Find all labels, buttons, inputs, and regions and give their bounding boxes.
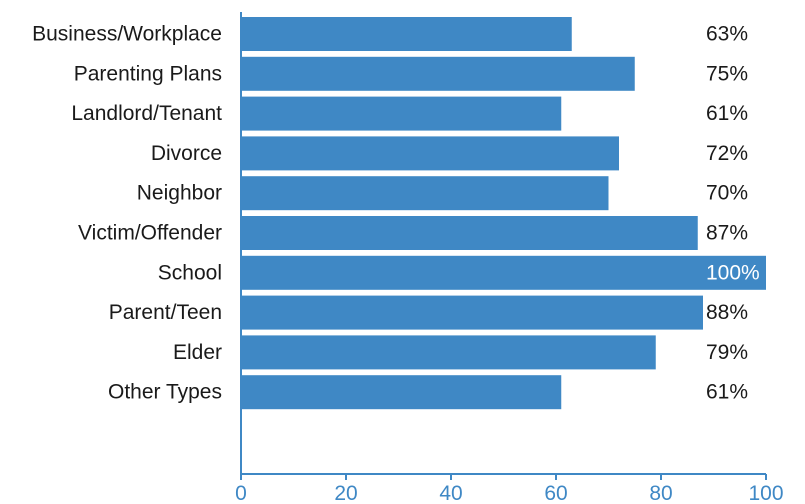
bar-divorce [241, 136, 619, 171]
category-label-landlord-tenant: Landlord/Tenant [71, 102, 222, 125]
value-label-business-workplace: 63% [706, 23, 748, 46]
category-label-neighbor: Neighbor [137, 182, 222, 205]
bar-school [241, 255, 766, 290]
value-label-neighbor: 70% [706, 182, 748, 205]
category-label-divorce: Divorce [151, 142, 222, 165]
value-label-school: 100% [706, 261, 760, 284]
bar-neighbor [241, 176, 609, 211]
category-label-elder: Elder [173, 341, 222, 364]
x-tick-label-20: 20 [334, 482, 357, 504]
category-label-school: School [158, 261, 222, 284]
bar-other-types [241, 375, 562, 410]
value-label-parenting-plans: 75% [706, 62, 748, 85]
category-label-victim-offender: Victim/Offender [78, 222, 222, 245]
bar-business-workplace [241, 17, 572, 51]
category-label-other-types: Other Types [108, 381, 222, 404]
bar-parenting-plans [241, 56, 635, 91]
value-label-divorce: 72% [706, 142, 748, 165]
value-label-parent-teen: 88% [706, 301, 748, 324]
bar-landlord-tenant [241, 96, 562, 131]
bar-elder [241, 335, 656, 370]
x-tick-label-80: 80 [649, 482, 672, 504]
category-label-parenting-plans: Parenting Plans [74, 62, 222, 85]
value-label-other-types: 61% [706, 381, 748, 404]
x-tick-label-100: 100 [748, 482, 783, 504]
x-tick-label-40: 40 [439, 482, 462, 504]
labels-layer: Business/Workplace 63% Parenting Plans 75% L… [32, 23, 760, 404]
x-tick-label-0: 0 [235, 482, 247, 504]
category-label-parent-teen: Parent/Teen [109, 301, 222, 324]
value-label-victim-offender: 87% [706, 222, 748, 245]
x-tick-label-60: 60 [544, 482, 567, 504]
category-label-business-workplace: Business/Workplace [32, 23, 222, 46]
x-ticks-layer: 0 20 40 60 80 100 [235, 474, 784, 504]
value-label-landlord-tenant: 61% [706, 102, 748, 125]
bar-parent-teen [241, 295, 703, 330]
bar-victim-offender [241, 216, 698, 250]
bars-layer [241, 17, 766, 410]
axis-layer [240, 12, 766, 475]
value-label-elder: 79% [706, 341, 748, 364]
